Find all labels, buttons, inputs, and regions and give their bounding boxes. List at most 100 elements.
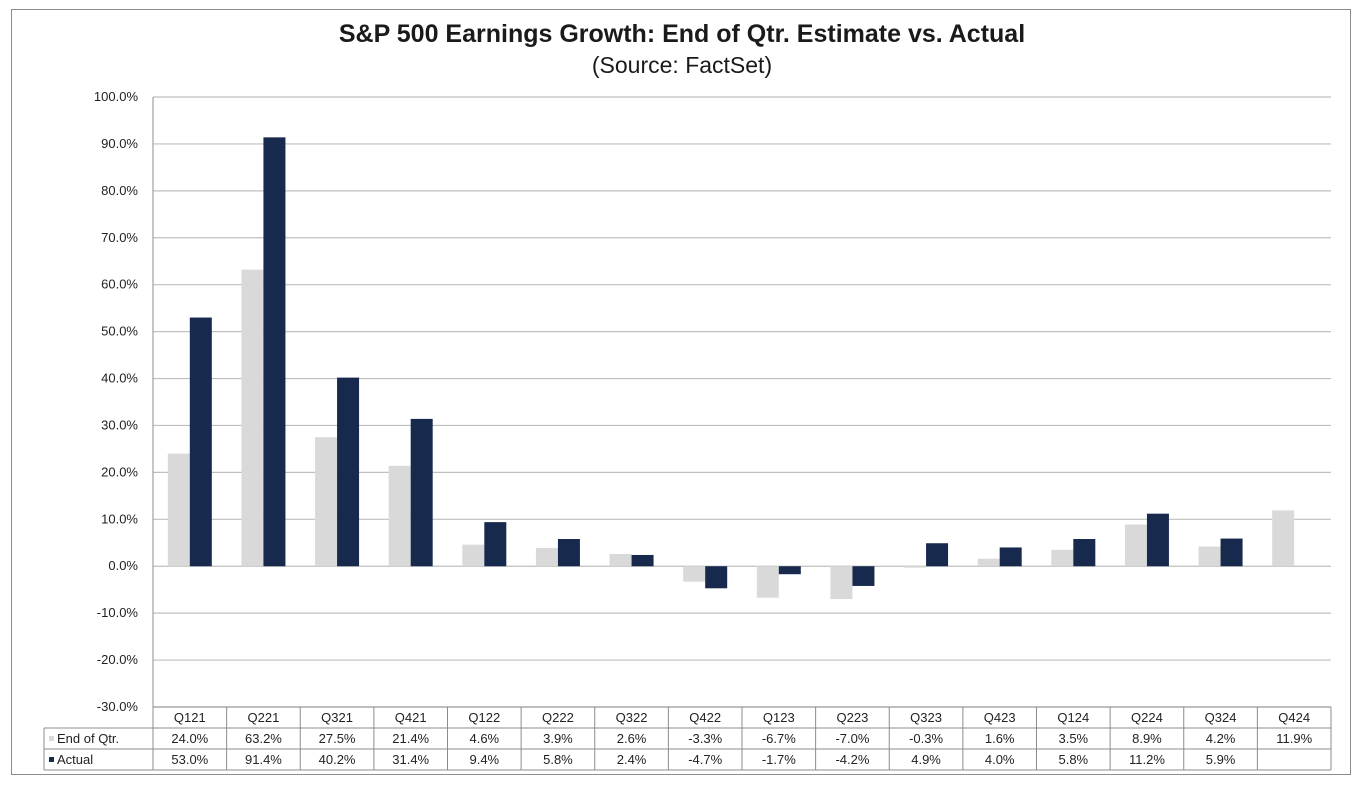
data-label: 3.5% — [1058, 731, 1088, 746]
x-tick-label: Q323 — [910, 710, 942, 725]
data-label: 31.4% — [392, 752, 429, 767]
data-label: 2.6% — [617, 731, 647, 746]
bar-actual — [705, 566, 728, 589]
y-tick-label: 50.0% — [101, 324, 138, 339]
data-label: 4.9% — [911, 752, 941, 767]
data-label: -7.0% — [835, 731, 869, 746]
chart-subtitle: (Source: FactSet) — [591, 52, 773, 78]
x-tick-label: Q424 — [1278, 710, 1310, 725]
data-label: 11.9% — [1276, 731, 1312, 746]
x-tick-label: Q422 — [689, 710, 721, 725]
data-label: -4.2% — [835, 752, 869, 767]
x-tick-label: Q121 — [174, 710, 206, 725]
x-tick-label: Q124 — [1057, 710, 1089, 725]
data-label: -3.3% — [688, 731, 722, 746]
data-label: 27.5% — [319, 731, 356, 746]
bar-actual — [410, 418, 433, 567]
x-tick-label: Q223 — [837, 710, 869, 725]
data-label: 4.0% — [985, 752, 1015, 767]
y-tick-label: 40.0% — [101, 371, 138, 386]
data-label: 3.9% — [543, 731, 573, 746]
data-label: 21.4% — [392, 731, 429, 746]
data-label: 63.2% — [245, 731, 282, 746]
bar-actual — [778, 566, 801, 575]
y-tick-label: 30.0% — [101, 417, 138, 432]
data-label: 91.4% — [245, 752, 282, 767]
bar-end-of-qtr — [1051, 549, 1074, 567]
data-label: -4.7% — [688, 752, 722, 767]
legend-label: End of Qtr. — [57, 731, 119, 746]
data-label: 2.4% — [617, 752, 647, 767]
data-label: 5.8% — [1058, 752, 1088, 767]
legend-swatch — [49, 757, 54, 762]
x-tick-label: Q322 — [616, 710, 648, 725]
x-tick-label: Q324 — [1205, 710, 1237, 725]
bar-end-of-qtr — [1124, 524, 1147, 567]
data-label: 4.6% — [469, 731, 499, 746]
bar-actual — [1146, 513, 1169, 567]
y-tick-label: 10.0% — [101, 511, 138, 526]
bar-actual — [999, 547, 1022, 567]
x-tick-label: Q421 — [395, 710, 427, 725]
bar-end-of-qtr — [241, 269, 264, 567]
bar-end-of-qtr — [315, 437, 338, 567]
bar-end-of-qtr — [609, 554, 632, 567]
bar-end-of-qtr — [756, 566, 779, 598]
bar-actual — [484, 522, 507, 567]
y-tick-label: 80.0% — [101, 183, 138, 198]
data-label: 8.9% — [1132, 731, 1162, 746]
bar-actual — [852, 566, 875, 586]
bar-end-of-qtr — [683, 566, 706, 582]
y-tick-label: 60.0% — [101, 277, 138, 292]
data-label: -1.7% — [762, 752, 796, 767]
bar-end-of-qtr — [904, 566, 927, 568]
y-tick-label: -20.0% — [97, 652, 139, 667]
data-label: 1.6% — [985, 731, 1015, 746]
y-tick-label: 100.0% — [94, 89, 139, 104]
y-tick-label: 20.0% — [101, 464, 138, 479]
y-tick-label: 0.0% — [108, 558, 138, 573]
data-label: 11.2% — [1129, 752, 1165, 767]
legend-swatch — [49, 736, 54, 741]
x-tick-label: Q222 — [542, 710, 574, 725]
y-tick-label: 70.0% — [101, 230, 138, 245]
data-label: 24.0% — [171, 731, 208, 746]
bar-end-of-qtr — [535, 547, 558, 567]
y-tick-label: -10.0% — [97, 605, 139, 620]
x-tick-label: Q423 — [984, 710, 1016, 725]
bar-end-of-qtr — [167, 453, 190, 567]
bar-end-of-qtr — [977, 558, 1000, 567]
data-label: 9.4% — [469, 752, 499, 767]
bar-actual — [631, 554, 654, 567]
x-tick-label: Q321 — [321, 710, 353, 725]
bar-actual — [926, 543, 949, 567]
y-tick-label: -30.0% — [97, 699, 139, 714]
data-label: 40.2% — [319, 752, 356, 767]
data-label: 5.8% — [543, 752, 573, 767]
data-label: 5.9% — [1206, 752, 1236, 767]
chart-frame — [11, 9, 1351, 775]
y-tick-label: 90.0% — [101, 136, 138, 151]
bar-end-of-qtr — [462, 544, 485, 567]
bar-actual — [337, 377, 360, 567]
legend-label: Actual — [57, 752, 93, 767]
bar-end-of-qtr — [1272, 510, 1295, 567]
x-tick-label: Q122 — [468, 710, 500, 725]
x-tick-label: Q224 — [1131, 710, 1163, 725]
data-label: -6.7% — [762, 731, 796, 746]
data-label: 4.2% — [1206, 731, 1236, 746]
bar-end-of-qtr — [830, 566, 853, 600]
x-tick-label: Q221 — [248, 710, 280, 725]
bar-actual — [1220, 538, 1243, 567]
data-label: -0.3% — [909, 731, 943, 746]
bar-end-of-qtr — [388, 465, 411, 567]
bar-actual — [263, 137, 286, 567]
bar-actual — [1073, 539, 1096, 567]
bar-end-of-qtr — [1198, 546, 1221, 567]
chart-title: S&P 500 Earnings Growth: End of Qtr. Est… — [338, 20, 1026, 48]
bar-actual — [189, 317, 212, 567]
bar-actual — [557, 539, 580, 567]
x-tick-label: Q123 — [763, 710, 795, 725]
data-label: 53.0% — [171, 752, 208, 767]
